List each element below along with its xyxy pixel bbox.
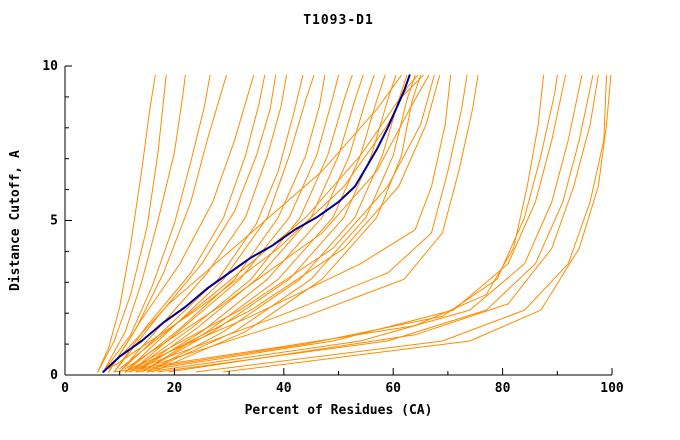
model-23-curve (108, 74, 402, 370)
model-16-curve (135, 74, 375, 373)
model-30-curve (141, 74, 479, 370)
model-27-curve (135, 74, 441, 370)
x-tick-label: 40 (276, 381, 292, 396)
model-37-curve (195, 74, 607, 373)
x-tick-label: 100 (600, 381, 624, 396)
model-07-curve (113, 74, 266, 373)
model-18-curve (141, 74, 397, 373)
model-38-curve (223, 74, 612, 373)
y-tick-label: 10 (42, 59, 58, 74)
model-25-curve (124, 74, 430, 370)
model-33-curve (135, 74, 566, 373)
model-20-curve (146, 74, 416, 373)
model-35-curve (157, 74, 594, 373)
x-tick-label: 60 (385, 381, 401, 396)
model-29-curve (135, 74, 468, 370)
model-24-curve (119, 74, 424, 370)
model-04-curve (102, 74, 211, 373)
model-03-curve (102, 74, 186, 373)
model-21-curve (152, 74, 422, 373)
model-36-curve (168, 74, 599, 373)
model-13-curve (130, 74, 339, 373)
plot-title: T1093-D1 (303, 13, 374, 28)
y-tick-label: 5 (50, 214, 58, 229)
model-26-curve (130, 74, 435, 370)
model-06-curve (108, 74, 255, 373)
model-22-curve (113, 74, 419, 367)
x-tick-label: 80 (495, 381, 511, 396)
model-28-curve (130, 74, 452, 370)
x-axis-label: Percent of Residues (CA) (244, 403, 433, 418)
model-01-curve (97, 74, 156, 373)
best-model-highlight-curve (102, 74, 411, 373)
model-10-curve (119, 74, 304, 373)
x-tick-label: 20 (167, 381, 183, 396)
model-02-curve (97, 74, 167, 373)
x-tick-label: 0 (61, 381, 69, 396)
model-32-curve (124, 74, 558, 373)
model-14-curve (130, 74, 353, 373)
model-17-curve (141, 74, 386, 373)
y-tick-label: 0 (50, 368, 58, 383)
model-34-curve (146, 74, 583, 373)
model-31-curve (113, 74, 545, 373)
model-12-curve (124, 74, 326, 373)
